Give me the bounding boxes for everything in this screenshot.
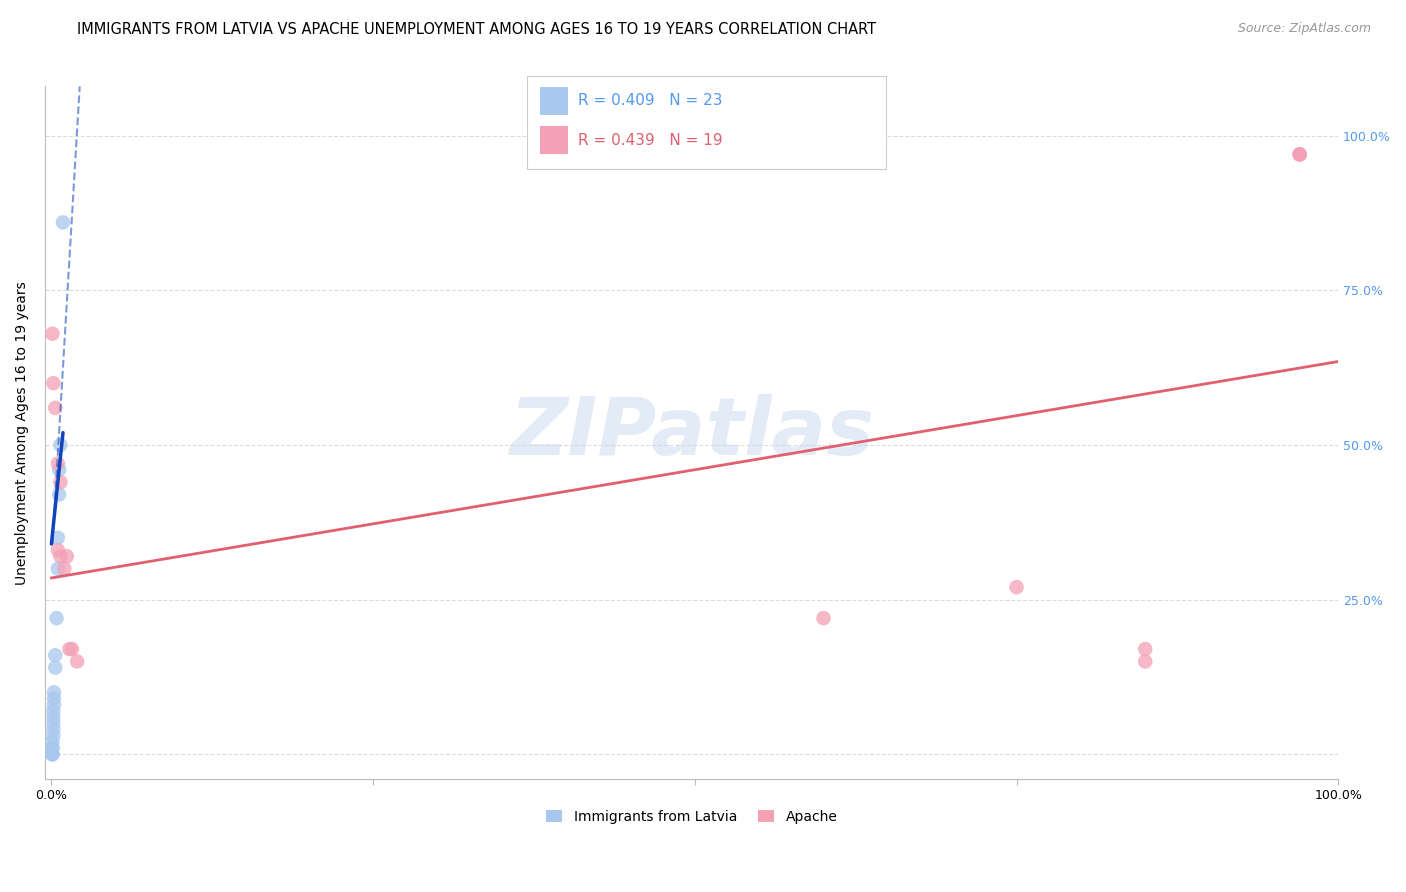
Point bbox=[46, 531, 69, 545]
Point bbox=[41, 326, 63, 341]
Point bbox=[42, 723, 65, 737]
Point bbox=[42, 691, 65, 706]
Point bbox=[48, 463, 70, 477]
Point bbox=[44, 660, 66, 674]
Point bbox=[42, 729, 65, 743]
Point bbox=[41, 741, 63, 756]
Point bbox=[1288, 147, 1310, 161]
Text: ZIPatlas: ZIPatlas bbox=[509, 393, 875, 472]
Text: R = 0.409   N = 23: R = 0.409 N = 23 bbox=[578, 94, 723, 108]
Point bbox=[49, 549, 72, 564]
Point bbox=[41, 735, 63, 749]
Point bbox=[53, 562, 76, 576]
Point bbox=[1005, 580, 1028, 594]
Point bbox=[46, 457, 69, 471]
Legend: Immigrants from Latvia, Apache: Immigrants from Latvia, Apache bbox=[546, 810, 838, 824]
Point bbox=[42, 376, 65, 391]
Point bbox=[42, 704, 65, 718]
Point bbox=[44, 648, 66, 663]
Point bbox=[66, 655, 89, 669]
Point bbox=[1135, 655, 1157, 669]
Point bbox=[813, 611, 835, 625]
Point bbox=[49, 438, 72, 452]
Point bbox=[41, 747, 63, 761]
Point bbox=[44, 401, 66, 415]
Point bbox=[42, 710, 65, 724]
Text: R = 0.439   N = 19: R = 0.439 N = 19 bbox=[578, 133, 723, 147]
Point bbox=[42, 698, 65, 712]
Point bbox=[58, 642, 80, 657]
Point bbox=[41, 741, 63, 756]
Point bbox=[46, 543, 69, 558]
Point bbox=[41, 747, 63, 761]
Point bbox=[1288, 147, 1310, 161]
Point bbox=[1135, 642, 1157, 657]
Point bbox=[41, 747, 63, 761]
Point bbox=[45, 611, 67, 625]
Point bbox=[1288, 147, 1310, 161]
Point bbox=[48, 487, 70, 501]
Point bbox=[56, 549, 79, 564]
Point bbox=[42, 685, 65, 699]
Point bbox=[60, 642, 83, 657]
Point bbox=[42, 716, 65, 731]
Y-axis label: Unemployment Among Ages 16 to 19 years: Unemployment Among Ages 16 to 19 years bbox=[15, 281, 30, 584]
Point bbox=[49, 475, 72, 489]
Point bbox=[52, 215, 75, 229]
Point bbox=[46, 562, 69, 576]
Text: Source: ZipAtlas.com: Source: ZipAtlas.com bbox=[1237, 22, 1371, 36]
Text: IMMIGRANTS FROM LATVIA VS APACHE UNEMPLOYMENT AMONG AGES 16 TO 19 YEARS CORRELAT: IMMIGRANTS FROM LATVIA VS APACHE UNEMPLO… bbox=[77, 22, 876, 37]
